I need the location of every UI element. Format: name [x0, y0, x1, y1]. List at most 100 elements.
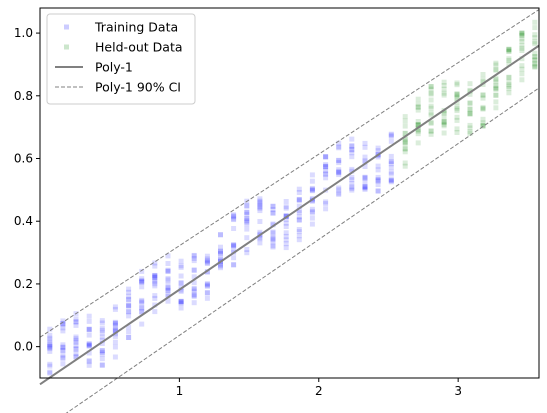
training-point: [270, 207, 276, 213]
training-point: [231, 248, 237, 254]
training-point: [231, 213, 237, 219]
training-point: [86, 343, 92, 349]
training-point: [60, 318, 66, 324]
training-point: [218, 250, 223, 256]
heldout-point: [532, 39, 538, 45]
heldout-point: [467, 110, 473, 116]
training-point: [323, 199, 329, 205]
training-point: [257, 205, 263, 211]
training-point: [152, 302, 158, 308]
heldout-point: [454, 80, 460, 86]
training-point: [336, 191, 342, 197]
heldout-point: [532, 25, 538, 31]
training-point: [375, 163, 381, 169]
model-lines: [39, 9, 540, 413]
training-point: [244, 209, 250, 215]
heldout-point: [428, 97, 434, 103]
training-point: [309, 178, 315, 184]
training-point: [336, 145, 342, 151]
training-point: [257, 208, 263, 214]
training-point: [47, 332, 53, 338]
training-point: [126, 335, 132, 340]
training-point: [362, 154, 368, 160]
training-point: [99, 356, 105, 362]
training-point: [99, 334, 105, 340]
training-point: [191, 300, 197, 306]
heldout-point: [402, 146, 408, 152]
training-point: [191, 286, 197, 292]
training-point: [375, 167, 381, 173]
training-point: [165, 276, 171, 282]
heldout-point: [506, 75, 512, 81]
training-point: [126, 297, 132, 303]
training-point: [270, 210, 276, 216]
heldout-point: [493, 92, 499, 98]
heldout-point: [441, 83, 447, 88]
training-point: [191, 253, 197, 259]
training-point: [60, 328, 66, 334]
training-point: [73, 353, 79, 359]
training-point: [165, 287, 171, 293]
training-point: [323, 164, 329, 170]
heldout-point: [428, 103, 434, 109]
training-point: [73, 339, 79, 345]
training-point: [178, 298, 184, 304]
heldout-point: [402, 123, 408, 129]
heldout-point: [428, 119, 434, 125]
training-point: [86, 327, 92, 333]
training-point: [165, 292, 171, 297]
training-point: [86, 341, 92, 347]
training-point: [283, 205, 289, 211]
plot-frame: [39, 7, 540, 379]
heldout-point: [454, 130, 460, 135]
heldout-point: [506, 86, 512, 92]
heldout-point: [493, 79, 499, 85]
training-point: [47, 335, 53, 341]
training-point: [296, 210, 302, 216]
training-point: [126, 293, 132, 299]
training-point: [270, 235, 276, 241]
training-point: [270, 239, 276, 245]
heldout-point: [493, 86, 499, 92]
heldout-point: [493, 105, 499, 111]
training-point: [257, 196, 263, 202]
training-point: [362, 184, 368, 190]
training-point: [112, 321, 118, 327]
heldout-data-points: [402, 19, 538, 169]
heldout-point: [402, 118, 408, 124]
training-point: [178, 305, 184, 311]
training-point: [309, 208, 315, 214]
training-point: [112, 328, 118, 333]
heldout-point: [506, 46, 512, 52]
x-tick-label: 1: [176, 384, 184, 398]
training-point: [388, 179, 394, 185]
training-point: [349, 174, 355, 180]
heldout-point: [506, 61, 512, 67]
training-point: [191, 292, 197, 297]
training-point: [191, 267, 197, 273]
training-point: [283, 241, 289, 247]
training-point: [231, 214, 237, 220]
training-point: [270, 229, 276, 235]
training-point: [362, 174, 368, 180]
training-point: [99, 362, 105, 368]
training-point: [336, 160, 342, 166]
training-point: [270, 210, 276, 216]
training-point: [99, 351, 105, 357]
heldout-point: [454, 114, 460, 120]
heldout-point: [519, 38, 525, 44]
training-point: [349, 136, 355, 142]
training-point: [388, 132, 394, 138]
training-point: [60, 352, 66, 358]
training-point: [126, 335, 132, 340]
heldout-point: [532, 64, 538, 70]
heldout-point: [402, 141, 408, 147]
heldout-point: [454, 94, 460, 100]
heldout-point: [415, 122, 421, 127]
training-point: [218, 255, 223, 261]
training-point: [47, 342, 53, 348]
training-point: [309, 210, 315, 216]
training-point: [152, 277, 158, 283]
training-point: [99, 318, 105, 324]
training-point: [139, 279, 145, 285]
